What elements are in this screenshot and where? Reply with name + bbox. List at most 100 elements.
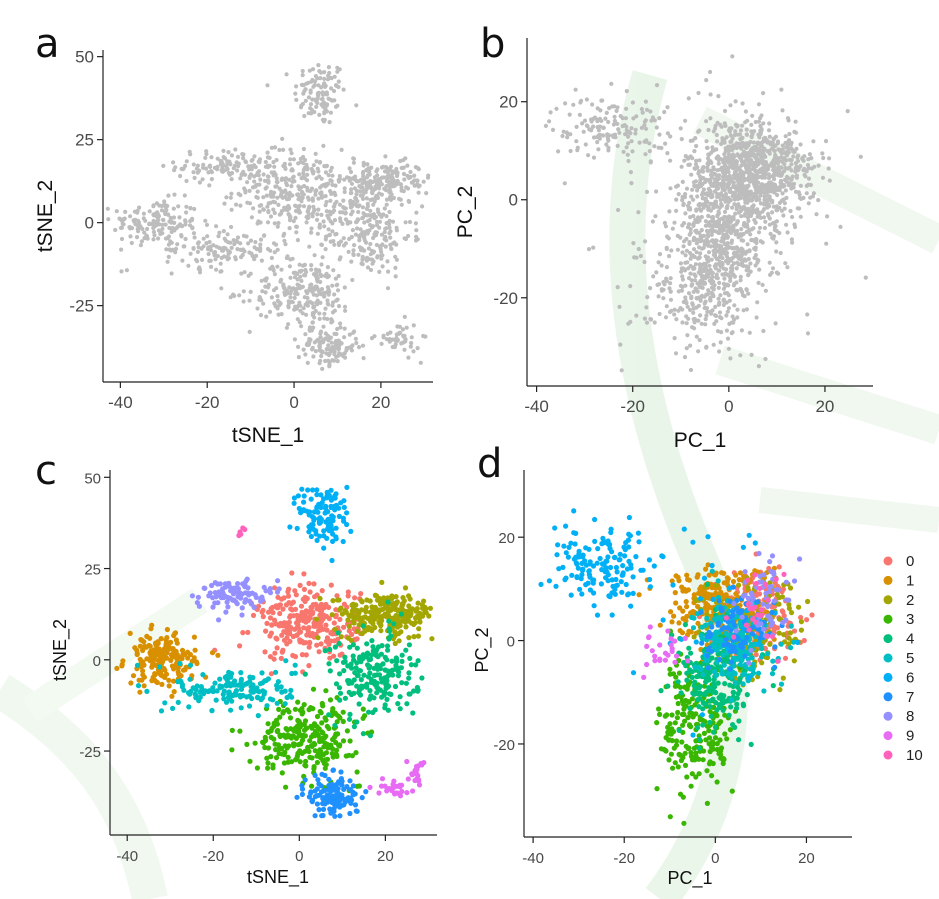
data-point [781, 184, 786, 189]
data-point [105, 206, 110, 211]
data-point [172, 168, 177, 173]
data-point [659, 263, 664, 268]
data-point [345, 175, 350, 180]
data-point [275, 195, 280, 200]
data-point [682, 355, 688, 360]
data-point [663, 141, 668, 146]
data-point [591, 155, 597, 160]
data-point-cluster-6 [311, 517, 317, 523]
data-point [361, 163, 366, 168]
data-point [712, 223, 718, 228]
data-point-cluster-4 [406, 670, 412, 676]
data-point-cluster-1 [146, 642, 152, 649]
data-point [599, 98, 604, 103]
data-point [405, 163, 410, 168]
data-point [754, 194, 759, 200]
data-point-cluster-4 [395, 701, 401, 707]
data-point [387, 225, 392, 230]
data-point [694, 143, 699, 149]
data-point [719, 201, 724, 207]
data-point [260, 289, 265, 294]
data-point [748, 162, 753, 167]
data-point [760, 282, 765, 287]
data-point [254, 194, 259, 200]
data-point [733, 190, 738, 195]
data-point [313, 284, 318, 289]
data-point [327, 335, 332, 341]
data-point [275, 224, 280, 229]
data-point [329, 340, 334, 345]
data-point [408, 169, 413, 175]
data-point [596, 147, 601, 152]
data-point-cluster-2 [346, 623, 352, 630]
data-point [761, 328, 766, 334]
data-point [778, 250, 783, 256]
data-point [254, 253, 259, 258]
data-point [387, 173, 392, 178]
data-point [424, 191, 429, 196]
data-point [294, 230, 299, 235]
data-point [256, 173, 261, 178]
data-point [708, 297, 713, 302]
data-point [395, 324, 400, 329]
data-point [263, 159, 268, 165]
data-point [312, 340, 317, 345]
data-point [804, 191, 809, 196]
data-point [669, 248, 674, 253]
data-point [710, 194, 715, 199]
data-point [184, 204, 189, 209]
data-point-cluster-5 [179, 682, 185, 688]
data-point [752, 209, 757, 214]
data-point [657, 132, 662, 137]
data-point [187, 223, 193, 228]
data-point [387, 209, 392, 215]
data-point [749, 122, 754, 127]
data-point [550, 127, 556, 132]
data-point [264, 193, 269, 198]
data-point [377, 212, 382, 217]
data-point [342, 351, 347, 356]
data-point [773, 321, 778, 326]
data-point-cluster-3 [322, 765, 328, 771]
data-point [757, 267, 762, 272]
data-point [377, 219, 383, 224]
data-point [780, 143, 785, 148]
data-point [668, 309, 673, 314]
data-point [747, 249, 752, 254]
data-point-cluster-2 [345, 635, 351, 641]
data-point [339, 147, 344, 152]
data-point [649, 118, 654, 123]
data-point [580, 121, 585, 126]
data-point-cluster-3 [276, 746, 282, 752]
data-point-cluster-0 [304, 626, 310, 632]
data-point-cluster-4 [364, 641, 370, 647]
data-point [315, 276, 320, 281]
data-point [596, 133, 601, 138]
data-point [806, 166, 811, 171]
data-point [354, 340, 359, 346]
data-point [691, 238, 696, 243]
data-point [659, 288, 665, 293]
data-point [272, 221, 277, 226]
data-point [723, 252, 728, 257]
data-point [761, 215, 767, 220]
data-point [156, 236, 161, 241]
data-point-cluster-1 [149, 678, 155, 684]
data-point [394, 166, 399, 172]
data-point [394, 173, 400, 179]
data-point [281, 233, 286, 238]
data-point [222, 236, 227, 241]
data-point [770, 266, 776, 271]
data-point [276, 312, 281, 317]
data-point [379, 249, 384, 254]
data-point [207, 183, 212, 188]
data-point [689, 283, 694, 288]
data-point [343, 308, 348, 313]
data-point [266, 210, 271, 215]
data-point [793, 119, 798, 124]
data-point [406, 175, 412, 181]
data-point [789, 237, 795, 242]
data-point-cluster-2 [414, 606, 420, 612]
data-point-cluster-4 [341, 668, 347, 674]
